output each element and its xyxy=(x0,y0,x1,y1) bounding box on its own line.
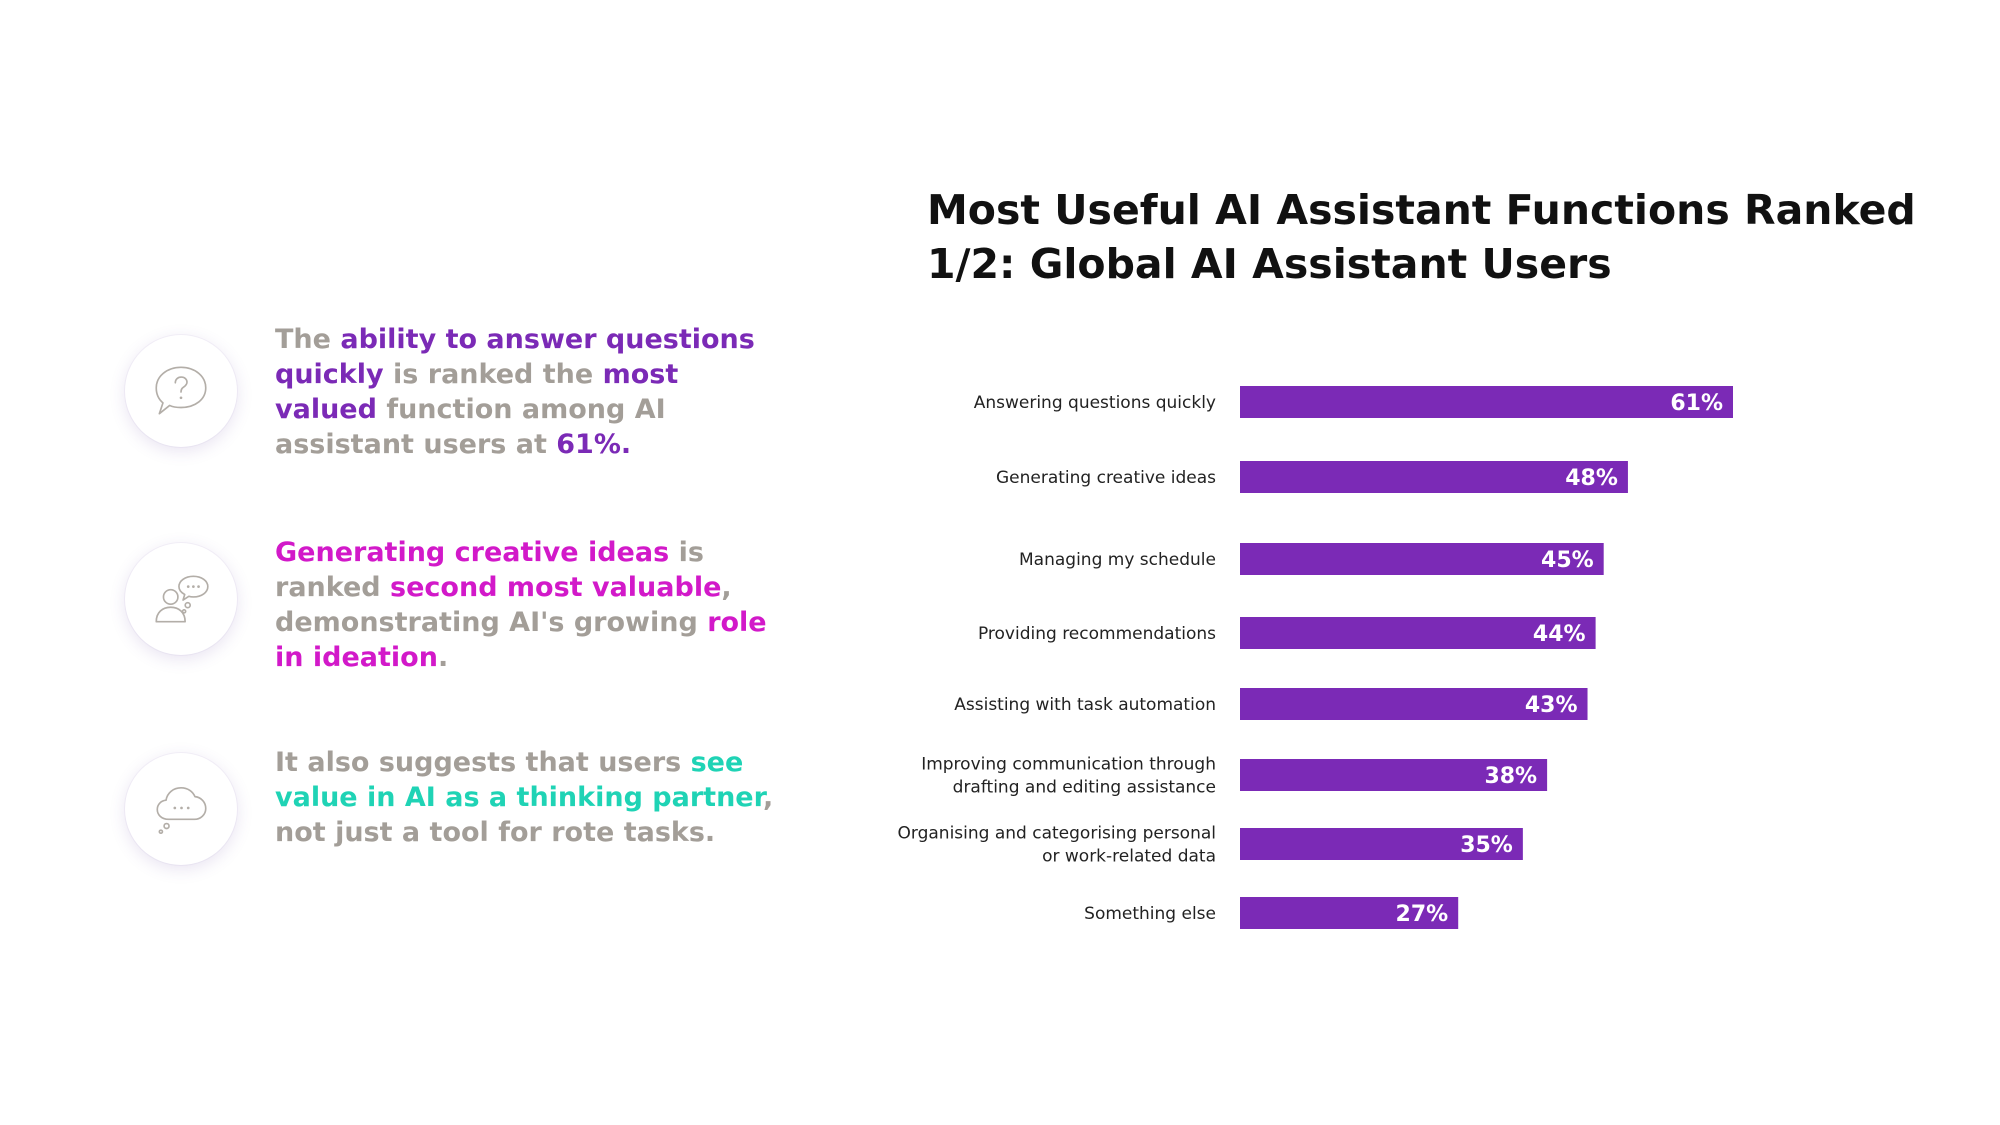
insight-3-part: , not just a tool for rote tasks. xyxy=(275,782,774,848)
insight-2-part: is ranked xyxy=(275,537,704,603)
bar xyxy=(1240,543,1604,575)
question-speech-bubble-icon xyxy=(125,335,237,447)
chart-title: Most Useful AI Assistant Functions Ranke… xyxy=(927,186,1916,288)
category-label: Generating creative ideas xyxy=(996,468,1216,488)
bar-value-label: 35% xyxy=(1460,833,1513,858)
insight-text-1: The ability to answer questions quickly … xyxy=(275,322,785,462)
bar xyxy=(1240,828,1523,860)
bar-value-label: 44% xyxy=(1533,622,1586,647)
insight-1-part: ability to answer questions quickly xyxy=(275,324,755,390)
bar-value-label: 61% xyxy=(1670,391,1723,416)
insight-3-part: see value in AI as a thinking partner xyxy=(275,747,763,813)
thought-cloud-icon xyxy=(125,753,237,865)
insight-1-part: function among AI assistant users at xyxy=(275,394,666,460)
bar xyxy=(1240,386,1733,418)
bar xyxy=(1240,617,1596,649)
insight-text-2: Generating creative ideas is ranked seco… xyxy=(275,535,785,675)
category-label: or work-related data xyxy=(1042,847,1216,867)
insight-2-part: Generating creative ideas xyxy=(275,537,670,568)
insight-1-part: 61%. xyxy=(556,429,632,460)
bar xyxy=(1240,461,1628,493)
bar-chart: 61% Answering questions quickly 48% Generat… xyxy=(898,386,1733,929)
category-label: Improving communication through xyxy=(921,755,1216,775)
insight-2-part: role in ideation xyxy=(275,607,767,673)
insight-2-part: . xyxy=(437,642,449,673)
insight-text-3: It also suggests that users see value in… xyxy=(275,745,785,850)
person-thought-bubble-icon xyxy=(125,543,237,655)
insight-1-part: most valued xyxy=(275,359,679,425)
insight-1-part: The xyxy=(275,324,341,355)
bar xyxy=(1240,897,1459,929)
bar xyxy=(1240,759,1548,791)
category-label: drafting and editing assistance xyxy=(953,778,1216,798)
category-label: Assisting with task automation xyxy=(954,695,1216,715)
insight-2-part: second most valuable xyxy=(390,572,722,603)
bar-value-label: 48% xyxy=(1565,466,1618,491)
category-label: Providing recommendations xyxy=(978,624,1216,644)
insight-1-part: is ranked the xyxy=(383,359,603,390)
insight-3-part: It also suggests that users xyxy=(275,747,691,778)
bar xyxy=(1240,688,1588,720)
category-label: Something else xyxy=(1084,904,1216,924)
bar-value-label: 43% xyxy=(1525,693,1578,718)
bar-value-label: 45% xyxy=(1541,548,1594,573)
category-label: Managing my schedule xyxy=(1019,550,1216,570)
bar-value-label: 38% xyxy=(1484,764,1537,789)
category-label: Answering questions quickly xyxy=(974,393,1216,413)
insights-panel: The ability to answer questions quickly … xyxy=(0,0,820,1125)
bar-value-label: 27% xyxy=(1396,902,1449,927)
insight-2-part: , demonstrating AI's growing xyxy=(275,572,732,638)
category-label: Organising and categorising personal xyxy=(898,824,1216,844)
